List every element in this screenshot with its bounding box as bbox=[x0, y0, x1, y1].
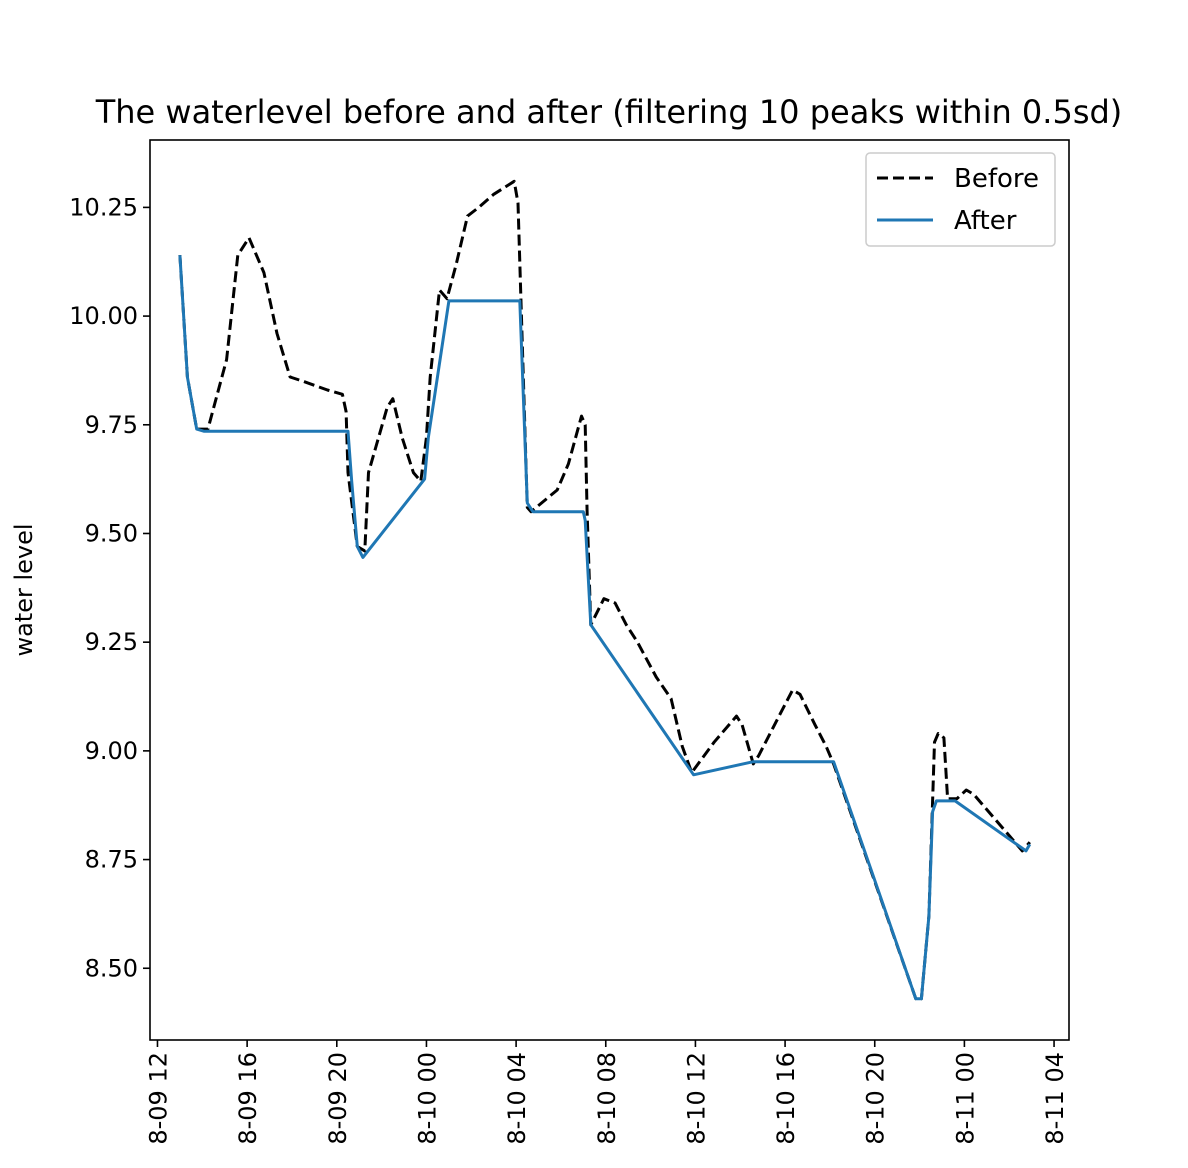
legend-box bbox=[865, 152, 1056, 247]
y-tick-label: 9.25 bbox=[85, 628, 138, 656]
series-layer bbox=[178, 179, 1032, 1001]
y-tick-label: 8.75 bbox=[85, 846, 138, 874]
y-tick-label: 9.00 bbox=[85, 737, 138, 765]
y-tick-label: 8.50 bbox=[85, 954, 138, 982]
series-points-after bbox=[179, 255, 1030, 999]
x-tick-label: 8-09 16 bbox=[234, 1052, 262, 1145]
x-tick-label: 8-10 20 bbox=[862, 1052, 890, 1145]
legend-label-after: After bbox=[954, 206, 1017, 236]
x-tick-label: 8-10 04 bbox=[503, 1052, 531, 1145]
legend-label-before: Before bbox=[954, 164, 1039, 194]
x-tick-label: 8-09 20 bbox=[324, 1052, 352, 1145]
x-tick-label: 8-11 04 bbox=[1041, 1052, 1069, 1145]
x-tick-label: 8-11 00 bbox=[951, 1052, 979, 1145]
y-axis-label: water level bbox=[10, 523, 38, 656]
y-tick-label: 10.00 bbox=[69, 302, 138, 330]
y-axis: 8.50 8.75 9.00 9.25 9.50 9.75 10.00 10.25 bbox=[69, 193, 150, 982]
series-line-after bbox=[178, 255, 1032, 1001]
x-tick-label: 8-10 08 bbox=[593, 1052, 621, 1145]
x-tick-label: 8-10 16 bbox=[772, 1052, 800, 1145]
chart-title: The waterlevel before and after (filteri… bbox=[95, 93, 1123, 131]
x-tick-label: 8-10 00 bbox=[413, 1052, 441, 1145]
x-axis: 8-09 12 8-09 16 8-09 20 8-10 00 8-10 04 8-10 … bbox=[144, 1040, 1069, 1145]
plot-frame bbox=[149, 139, 1070, 1041]
y-tick-label: 9.50 bbox=[85, 519, 138, 547]
x-tick-label: 8-10 12 bbox=[682, 1052, 710, 1145]
y-tick-label: 9.75 bbox=[85, 411, 138, 439]
x-tick-label: 8-09 12 bbox=[144, 1052, 172, 1145]
legend: Before After bbox=[865, 152, 1056, 247]
y-tick-label: 10.25 bbox=[69, 193, 138, 221]
